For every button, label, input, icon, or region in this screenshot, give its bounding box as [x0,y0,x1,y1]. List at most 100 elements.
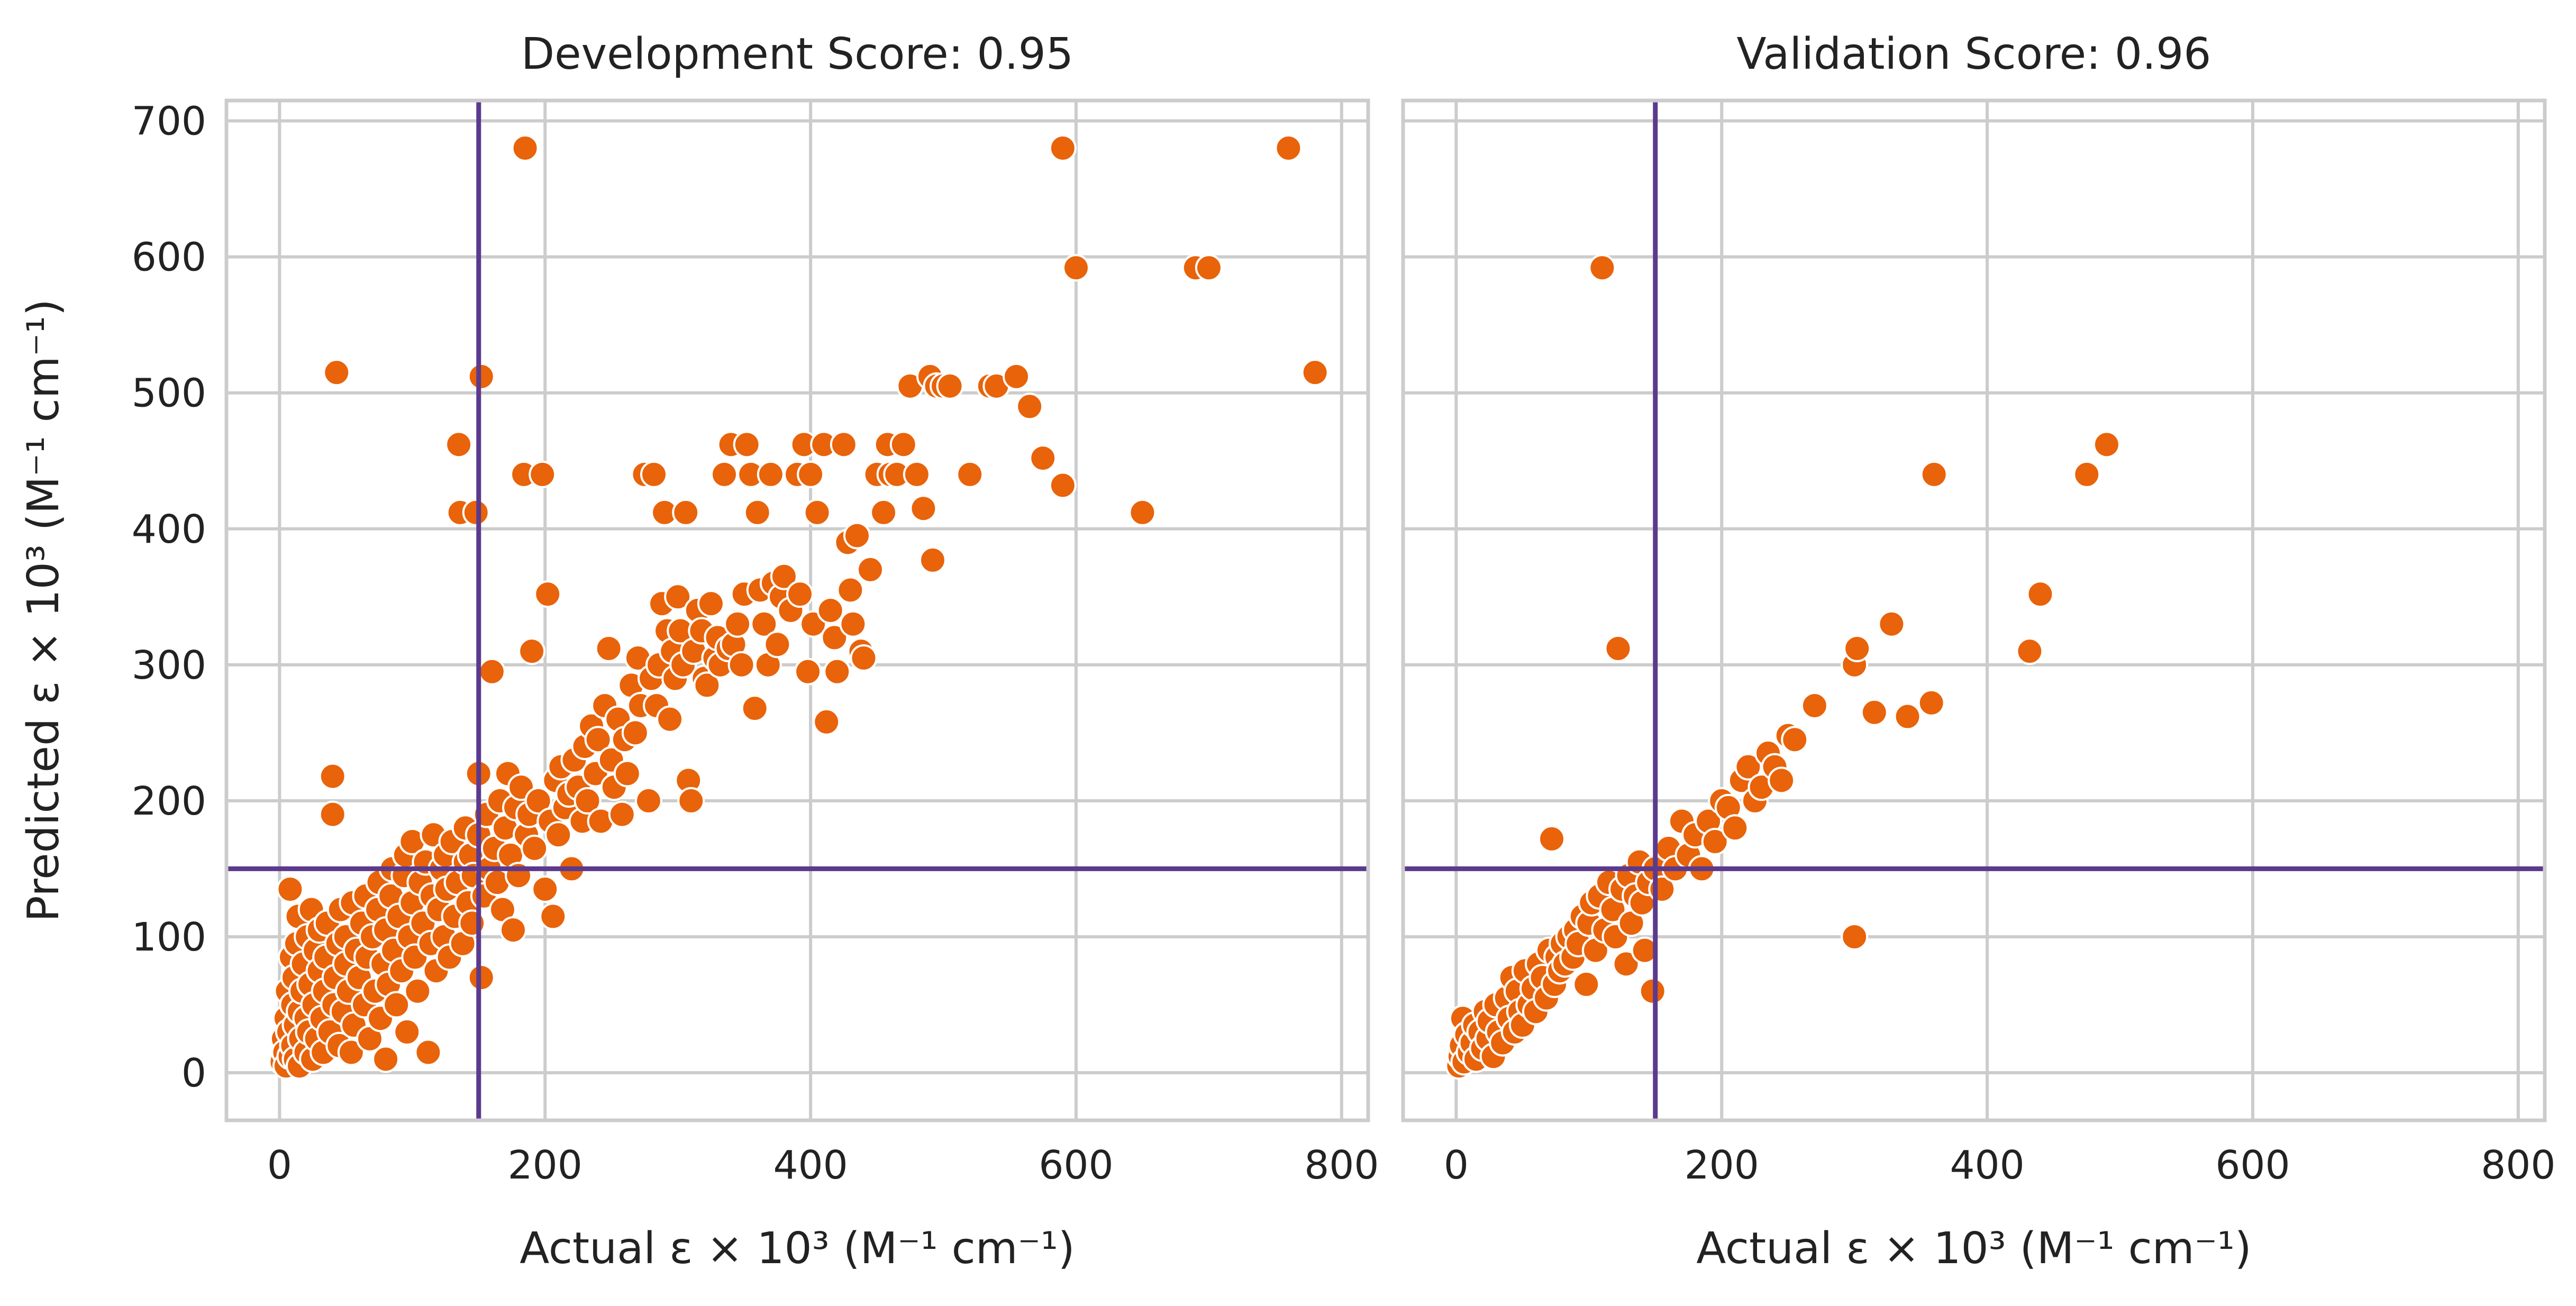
scatter-point [672,498,700,526]
scatter-point [2073,460,2101,488]
scatter-point [839,610,867,638]
scatter-point [843,522,871,550]
scatter-point [743,498,771,526]
scatter-point [613,760,641,788]
validation-x-ticks: 0 200 400 600 800 [1444,1143,2556,1188]
scatter-point [918,546,946,574]
scatter-point [323,359,351,387]
scatter-point [794,657,822,686]
scatter-point [467,362,495,390]
scatter-point [1612,950,1640,978]
scatter-point [462,498,490,526]
scatter-point [318,800,347,828]
scatter-point [1860,698,1888,726]
scatter-point [499,916,527,944]
scatter-point [584,726,612,754]
validation-x-axis-label: Actual ε × 10³ (M⁻¹ cm⁻¹) [1696,1223,2251,1274]
scatter-point [850,644,878,672]
scatter-point [1920,460,1948,488]
scatter-point [816,597,844,624]
scatter-point [337,1038,365,1066]
scatter-point [727,651,755,679]
x-tick-label: 600 [1039,1143,1113,1188]
scatter-point [786,580,814,608]
scatter-point [830,431,858,459]
scatter-point [529,460,557,488]
scatter-point [1639,977,1667,1005]
scatter-point [1841,923,1869,951]
scatter-point [621,719,649,747]
x-tick-label: 200 [1685,1143,1759,1188]
scatter-point [1800,691,1828,719]
scatter-point [803,498,831,526]
scatter-point [634,787,662,815]
scatter-point [1843,634,1871,662]
scatter-point [697,590,725,618]
scatter-point [1734,753,1762,781]
scatter-point [1016,392,1044,421]
y-tick-label: 400 [132,507,206,552]
y-axis-label: Predicted ε × 10³ (M⁻¹ cm⁻¹) [19,299,69,922]
scatter-point [2092,431,2120,459]
scatter-point [757,460,785,488]
validation-scatter-points [1445,254,2120,1080]
validation-grid [1403,101,2545,1120]
scatter-point [1894,702,1922,730]
scatter-point [595,634,623,662]
scatter-point [1062,254,1090,282]
scatter-point [478,657,506,686]
development-title: Development Score: 0.95 [521,29,1073,79]
scatter-point [1878,610,1906,638]
scatter-point [821,624,849,652]
scatter-point [2016,637,2044,665]
x-tick-label: 200 [508,1143,582,1188]
y-tick-label: 700 [132,99,206,144]
scatter-point [1604,634,1632,662]
development-panel: 0 200 400 600 800 0 100 200 300 400 500 600 700 Dev… [19,29,1379,1274]
scatter-point [1128,498,1157,526]
scatter-point [393,1018,421,1046]
scatter-point [733,431,761,459]
scatter-point [656,705,684,733]
scatter-point [857,555,885,583]
x-tick-label: 400 [773,1143,848,1188]
y-tick-label: 500 [132,371,206,416]
development-plot-frame [224,98,1370,1122]
y-tick-label: 200 [132,779,206,824]
y-tick-label: 100 [132,915,206,960]
y-tick-label: 300 [132,643,206,688]
scatter-point [574,787,602,815]
scatter-point [2026,580,2054,608]
x-tick-label: 400 [1950,1143,2024,1188]
scatter-point [763,631,791,659]
scatter-point [710,460,738,488]
development-grid [226,101,1368,1120]
scatter-point [813,708,841,736]
scatter-point [1917,689,1945,717]
scatter-point [741,695,769,723]
scatter-point [750,610,778,638]
scatter-point [539,902,567,930]
scatter-point [383,991,411,1019]
scatter-point [1701,828,1729,856]
scatter-point [1768,766,1796,794]
scatter-point [836,576,864,604]
y-tick-label: 0 [181,1051,206,1096]
scatter-point [1003,362,1031,390]
x-tick-label: 800 [2481,1143,2555,1188]
scatter-point [1781,726,1809,754]
development-x-ticks: 0 200 400 600 800 [267,1143,1379,1188]
scatter-point [511,134,539,162]
scatter-point [1721,814,1749,842]
scatter-point [445,431,473,459]
development-reference-lines [226,101,1368,1120]
x-tick-label: 800 [1304,1143,1379,1188]
scatter-point [889,431,917,459]
scatter-point [1195,254,1223,282]
x-tick-label: 0 [1444,1143,1469,1188]
scatter-point [1049,134,1077,162]
scatter-point [909,495,937,523]
scatter-point [1301,359,1329,387]
scatter-point [640,460,668,488]
scatter-point [521,834,549,862]
